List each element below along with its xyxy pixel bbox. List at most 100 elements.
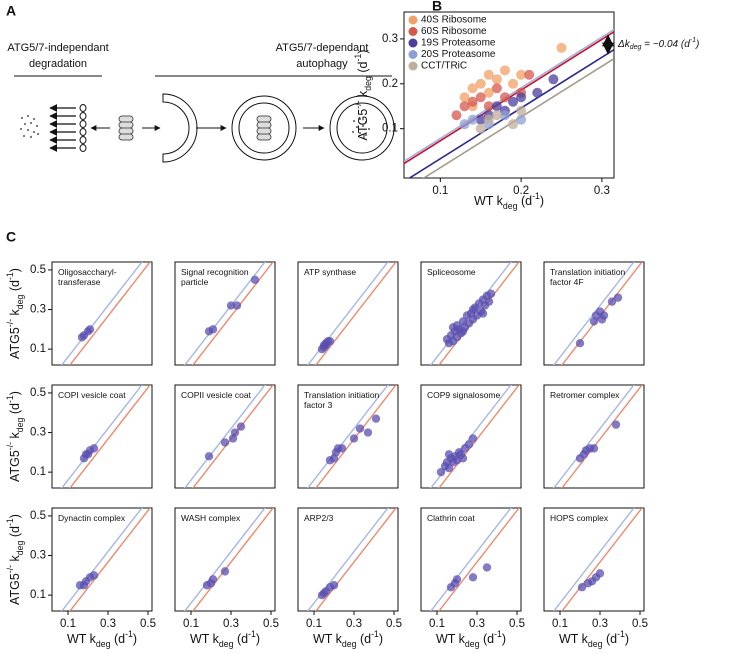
label-part: )	[8, 391, 22, 395]
left-title: ATG5/7-independant	[7, 42, 108, 54]
panel-title: COP9 signalosome	[427, 390, 501, 400]
y-tick-label: 0.3	[30, 550, 46, 562]
label-part: )	[540, 194, 544, 208]
aggregate	[118, 115, 134, 141]
label-part: WT k	[474, 194, 504, 208]
label-part: -1	[494, 629, 502, 639]
label-part: k	[8, 431, 22, 441]
x-axis-label: WT kdeg (d-1)	[559, 629, 629, 649]
label-part: deg	[363, 76, 373, 91]
data-point	[499, 65, 510, 76]
x-tick-label: 0.5	[386, 618, 402, 630]
data-point	[468, 305, 478, 314]
data-point	[220, 438, 230, 447]
reference-line	[306, 262, 389, 365]
autolysosome	[336, 102, 388, 154]
label-part: -1	[353, 54, 363, 62]
legend-label: 20S Proteasome	[421, 49, 496, 60]
x-tick-label: 0.3	[469, 618, 485, 630]
label-part: )	[379, 632, 383, 646]
data-point	[516, 114, 527, 125]
peptides	[352, 118, 370, 136]
data-point	[599, 311, 609, 320]
data-point	[478, 309, 488, 318]
data-point	[486, 289, 496, 298]
data-point	[491, 101, 502, 112]
label-part: -1	[617, 629, 625, 639]
label-part: (d	[234, 632, 249, 646]
x-tick-label: 0.5	[509, 618, 525, 630]
data-point	[577, 583, 587, 592]
data-point	[89, 444, 99, 453]
label-part: (d	[603, 632, 618, 646]
label-part: Δk	[617, 39, 631, 50]
data-point	[491, 83, 502, 94]
label-part: deg	[630, 44, 642, 51]
panel-a: A ATG5/7-independant degradation ATG5/7-…	[6, 3, 395, 163]
plot: Spliceosome	[420, 261, 522, 366]
panel-title: Signal recognition	[181, 267, 249, 277]
legend-swatch	[408, 27, 418, 36]
reference-line	[315, 385, 397, 488]
data-point	[329, 581, 339, 590]
x-tick-label: 0.1	[429, 618, 445, 630]
x-tick-label: 0.1	[60, 618, 76, 630]
data-point	[499, 92, 510, 103]
y-tick-label: 0.1	[30, 466, 46, 478]
reference-line	[306, 508, 389, 611]
autophagosome	[238, 102, 290, 154]
x-tick-label: 0.3	[223, 618, 239, 630]
plot-frame	[420, 507, 522, 612]
label-part: -1	[248, 629, 256, 639]
data-point	[232, 301, 242, 310]
panel-title: factor 3	[304, 400, 333, 410]
plot-frame	[51, 507, 153, 612]
data-point	[250, 275, 260, 285]
data-point	[204, 452, 214, 461]
data-point	[508, 96, 519, 107]
panel-title: COPI vesicle coat	[58, 390, 126, 400]
reference-line	[315, 508, 397, 611]
panel-title: Dynactin complex	[58, 513, 126, 523]
y-axis-label: ATG5-/- kdeg (d-1)	[5, 514, 25, 605]
panel-title: factor 4F	[550, 277, 584, 287]
y-tick-label: 0.2	[382, 78, 398, 90]
plot-frame	[403, 11, 615, 179]
legend-label: 19S Proteasome	[421, 38, 496, 49]
label-part: ATG5	[8, 450, 22, 482]
phagophore	[162, 93, 198, 163]
label-part: -1	[690, 37, 696, 44]
data-point	[556, 42, 567, 53]
label-part: (d	[357, 632, 372, 646]
data-point	[532, 87, 543, 98]
y-tick-label: 0.3	[382, 33, 398, 45]
panel-title: HOPS complex	[550, 513, 609, 523]
data-point	[444, 463, 454, 473]
label-part: WT k	[559, 632, 589, 646]
x-tick-label: 0.1	[552, 618, 568, 630]
label-part: -1	[532, 191, 540, 201]
data-point	[226, 301, 236, 310]
reference-line	[69, 385, 151, 488]
data-point	[448, 323, 458, 332]
label-part: WT k	[313, 632, 343, 646]
plot: 0.1 0.3 0.5 Oligosaccharyl-transferase	[30, 261, 153, 366]
y-tick-label: 0.1	[382, 123, 398, 135]
plot-frame	[51, 384, 153, 489]
panel-label: A	[6, 3, 16, 19]
legend-label: CCT/TRiC	[421, 61, 467, 72]
plot-frame	[420, 384, 522, 489]
reference-line	[60, 385, 143, 488]
plot: 0.1 0.2 0.3 0.1 0.2 0.3	[382, 11, 615, 197]
label-part: deg	[588, 639, 603, 649]
y-tick-label: 0.5	[30, 387, 46, 399]
data-point	[436, 467, 446, 477]
data-point	[475, 92, 486, 103]
data-point	[491, 74, 502, 85]
data-point	[516, 69, 527, 80]
data-point	[524, 69, 535, 80]
label-part: -/-	[5, 319, 15, 327]
label-part: )	[133, 632, 137, 646]
